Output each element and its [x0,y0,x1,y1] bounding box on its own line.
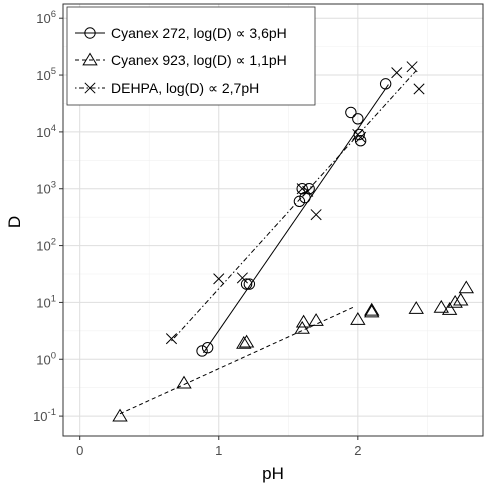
data-point-cross [391,67,403,79]
legend-key-circle [84,27,96,39]
x-axis-title: pH [262,464,284,483]
fit-line-series-2 [171,70,417,342]
legend-label-cyanex-923: Cyanex 923, log(D) ∝ 1,1pH [111,52,287,68]
data-point-triangle [294,320,310,334]
data-point-triangle [441,302,458,315]
data-point-cross [302,185,314,197]
legend-label-cyanex-272: Cyanex 272, log(D) ∝ 3,6pH [111,25,287,41]
y-tick-label: 100 [36,350,56,367]
legend-box [66,6,316,106]
x-tick-label: 1 [215,443,222,458]
data-point-triangle [453,292,469,306]
data-point-triangle [447,294,463,308]
y-axis: 10-1 100 101 102 103 104 105 106 [33,9,63,424]
data-point-circle [303,183,315,195]
data-point-circle [354,134,367,147]
data-point-triangle [176,375,192,389]
data-point-cross [355,131,367,143]
data-point-cross [296,183,308,195]
data-point-triangle [433,299,449,313]
data-point-triangle [364,304,380,318]
fit-line-series-1 [119,305,356,415]
data-point-circle [240,278,253,290]
y-tick-label: 102 [36,237,56,254]
plot-border [62,3,484,437]
data-point-circle [352,113,364,125]
data-point-circle [353,128,365,141]
data-point-triangle [238,334,255,348]
data-point-circle [379,78,392,90]
data-point-circle [345,106,357,119]
data-point-circle [293,195,306,208]
data-point-circle [201,341,214,354]
data-point-cross [310,209,322,221]
data-point-cross [406,61,418,73]
data-point-circle [296,183,308,195]
data-point-triangle [236,335,252,349]
y-tick-label: 101 [36,293,56,310]
y-tick-label: 104 [36,123,56,140]
x-axis: 0 1 2 [76,436,361,458]
x-tick-label: 2 [354,443,361,458]
x-tick-label: 0 [76,443,83,458]
data-point-triangle [112,408,128,422]
data-point-circle [243,278,256,290]
data-point-cross [213,273,225,285]
data-point-triangle [308,313,324,326]
data-point-circle [196,345,208,357]
legend-key-triangle [82,52,98,66]
y-axis-title: D [5,216,24,228]
data-point-triangle [408,301,424,314]
legend-label-dehpa: DEHPA, log(D) ∝ 2,7pH [111,80,259,96]
data-points [112,61,475,422]
data-point-triangle [350,312,366,325]
y-tick-label: 105 [36,66,56,83]
y-tick-label: 106 [36,9,56,26]
data-point-triangle [364,302,380,316]
y-tick-label: 10-1 [33,407,56,424]
data-point-cross [236,272,248,284]
legend: Cyanex 272, log(D) ∝ 3,6pH Cyanex 923, l… [66,6,316,106]
y-tick-label: 103 [36,180,56,197]
data-point-triangle [295,314,312,328]
data-point-cross [165,333,178,345]
legend-key-cross [84,82,96,94]
data-point-cross [413,83,425,95]
data-point-triangle [458,280,475,294]
